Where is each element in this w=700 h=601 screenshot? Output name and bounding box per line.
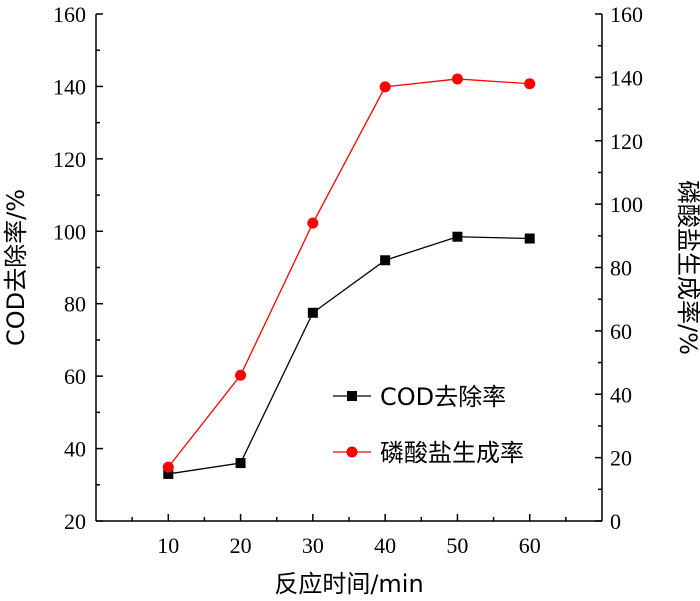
right-y-tick-label: 120 xyxy=(610,129,643,154)
left-y-tick-label: 100 xyxy=(53,219,86,244)
legend-label-1: COD去除率 xyxy=(380,383,506,411)
right-y-tick-label: 160 xyxy=(610,2,643,27)
right-y-tick-label: 140 xyxy=(610,65,643,90)
x-tick-label: 30 xyxy=(302,533,324,558)
series-1-point xyxy=(235,458,246,469)
left-y-tick-label: 20 xyxy=(64,509,86,534)
right-y-tick-label: 80 xyxy=(610,256,632,281)
series-layer xyxy=(162,73,536,479)
left-y-tick-label: 80 xyxy=(64,292,86,317)
left-y-axis-title: COD去除率/% xyxy=(2,189,30,346)
left-y-tick-label: 60 xyxy=(64,364,86,389)
legend-marker-square xyxy=(347,391,357,401)
series-1-point xyxy=(163,468,174,479)
series-line-2 xyxy=(167,78,530,468)
series-1-point xyxy=(452,231,463,242)
right-y-tick-label: 60 xyxy=(610,319,632,344)
series-2-point xyxy=(379,81,391,93)
right-y-tick-label: 40 xyxy=(610,382,632,407)
x-tick-label: 60 xyxy=(519,533,541,558)
axes: 20 40 60 80 100 120 140 160 0 20 40 60 80 100 120 140 16… xyxy=(53,2,643,558)
legend-label-2: 磷酸盐生成率 xyxy=(380,439,524,467)
series-line-1 xyxy=(168,236,530,475)
left-y-tick-label: 120 xyxy=(53,147,86,172)
series-2-point xyxy=(162,461,174,473)
right-y-tick-label: 0 xyxy=(610,509,621,534)
series-2-point xyxy=(307,217,319,229)
right-y-tick-label: 20 xyxy=(610,446,632,471)
right-y-axis-title: 磷酸盐生成率/% xyxy=(674,180,700,355)
series-2-point xyxy=(524,78,536,90)
left-y-tick-label: 40 xyxy=(64,437,86,462)
legend-marker-circle xyxy=(346,446,358,458)
x-tick-label: 40 xyxy=(374,533,396,558)
left-y-tick-label: 160 xyxy=(53,2,86,27)
right-y-tick-label: 100 xyxy=(610,192,643,217)
series-2-point xyxy=(451,73,463,85)
series-1-point xyxy=(380,255,391,266)
series-2-point xyxy=(235,369,247,381)
series-1-point xyxy=(524,233,535,244)
x-tick-label: 20 xyxy=(230,533,252,558)
x-axis-title: 反应时间/min xyxy=(274,570,423,598)
x-tick-label: 10 xyxy=(157,533,179,558)
left-y-tick-label: 140 xyxy=(53,74,86,99)
x-tick-label: 50 xyxy=(446,533,468,558)
series-1-point xyxy=(307,307,318,318)
